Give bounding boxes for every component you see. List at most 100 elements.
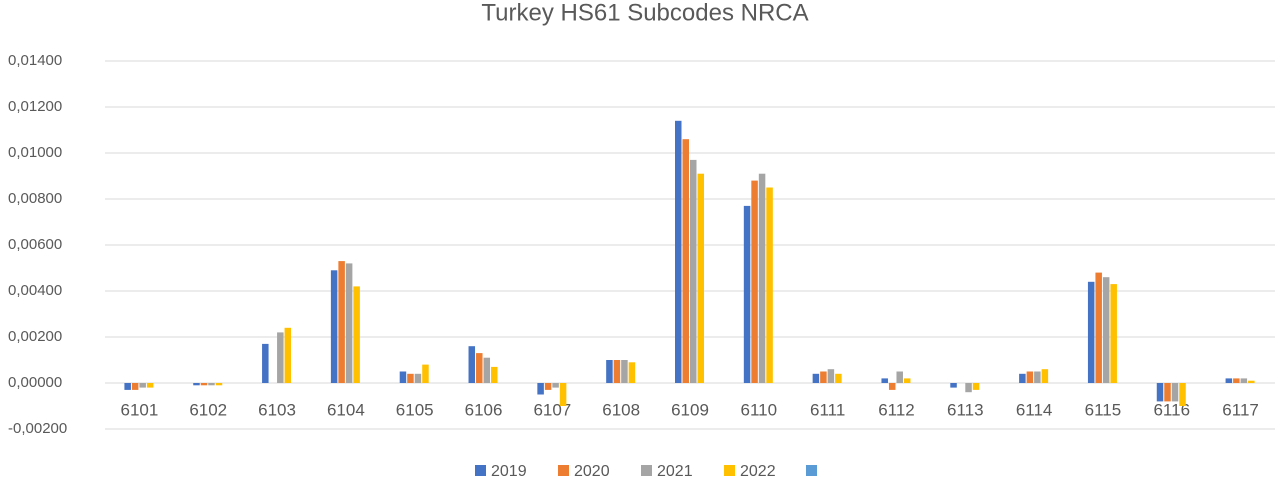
x-tick-label: 6106 <box>465 400 503 419</box>
bar <box>1034 371 1041 383</box>
bar <box>751 180 758 383</box>
bar <box>399 371 407 383</box>
bar <box>628 362 636 383</box>
bar <box>758 173 766 383</box>
bar <box>139 383 146 388</box>
bar <box>414 373 422 383</box>
bar <box>950 383 957 388</box>
bar <box>812 373 820 383</box>
bar <box>972 383 980 390</box>
bar <box>422 364 429 383</box>
bar <box>552 383 559 388</box>
y-tick-label: 0,00200 <box>8 328 62 345</box>
x-tick-label: 6110 <box>741 400 778 419</box>
legend-swatch <box>641 465 652 476</box>
bar <box>1164 383 1171 402</box>
y-tick-label: 0,01000 <box>8 144 62 161</box>
x-tick-label: 6109 <box>671 400 709 419</box>
bar <box>1087 281 1095 383</box>
bar <box>1019 373 1026 383</box>
bar <box>1233 378 1240 383</box>
bar <box>208 383 215 386</box>
x-tick-label: 6117 <box>1222 400 1259 419</box>
bar <box>353 286 360 383</box>
legend-label: 2019 <box>491 463 527 480</box>
bar <box>1225 378 1233 383</box>
bar <box>621 360 628 383</box>
bar <box>1095 272 1102 383</box>
legend-swatch <box>558 465 569 476</box>
bar <box>820 371 827 383</box>
bar <box>1248 380 1255 383</box>
legend-label: 2021 <box>657 463 693 480</box>
bar <box>407 373 414 383</box>
legend-swatch <box>724 465 735 476</box>
bar <box>682 139 689 383</box>
x-tick-label: 6112 <box>878 400 915 419</box>
bar <box>827 369 835 383</box>
bar <box>613 360 621 383</box>
legend-swatch <box>806 465 817 476</box>
bar <box>468 346 476 383</box>
bar <box>146 383 154 388</box>
y-tick-label: 0,00000 <box>8 374 62 391</box>
bar <box>200 383 208 386</box>
x-tick-label: 6113 <box>947 400 984 419</box>
bar <box>965 383 972 393</box>
y-tick-label: 0,01200 <box>8 98 62 115</box>
bar <box>277 332 284 383</box>
y-tick-label: 0,00400 <box>8 282 62 299</box>
x-tick-label: 6114 <box>1016 400 1053 419</box>
bar <box>743 205 751 383</box>
x-tick-label: 6108 <box>602 400 640 419</box>
bar <box>537 383 544 395</box>
y-tick-label: 0,00600 <box>8 236 62 253</box>
x-tick-label: 6105 <box>396 400 434 419</box>
bar <box>338 261 345 383</box>
bar <box>697 173 704 383</box>
legend-label: 2022 <box>740 463 776 480</box>
y-tick-label: 0,01400 <box>8 52 62 69</box>
y-tick-label: -0,00200 <box>8 420 67 437</box>
x-tick-label: 6101 <box>120 400 158 419</box>
legend-label: 2020 <box>574 463 610 480</box>
bar <box>1156 383 1164 402</box>
bar <box>606 360 613 383</box>
bar <box>559 383 567 406</box>
bar <box>330 270 338 383</box>
bar <box>888 383 896 390</box>
x-tick-label: 6111 <box>810 400 845 419</box>
x-tick-label: 6104 <box>327 400 365 419</box>
bar <box>544 383 552 390</box>
bar <box>896 371 903 383</box>
x-tick-label: 6102 <box>189 400 227 419</box>
x-tick-label: 6115 <box>1085 400 1122 419</box>
bar <box>1171 383 1179 402</box>
bar <box>1179 383 1186 406</box>
bar <box>835 373 842 383</box>
bar <box>1240 378 1248 383</box>
y-tick-label: 0,00800 <box>8 190 62 207</box>
bar <box>491 366 498 383</box>
bar <box>1026 371 1034 383</box>
bar <box>766 187 773 383</box>
bar <box>881 378 888 383</box>
bar <box>690 159 697 383</box>
bar <box>483 357 491 383</box>
bar <box>476 353 483 383</box>
bar <box>262 343 269 383</box>
bar <box>1041 369 1049 383</box>
bar <box>215 383 223 386</box>
bar <box>1102 277 1110 383</box>
bar <box>284 327 292 383</box>
chart-title: Turkey HS61 Subcodes NRCA <box>481 0 808 26</box>
legend-swatch <box>475 465 486 476</box>
bar <box>124 383 131 390</box>
bar <box>675 120 682 384</box>
bar <box>131 383 139 390</box>
x-tick-label: 6103 <box>258 400 296 419</box>
bar <box>193 383 200 386</box>
bar <box>345 263 353 383</box>
bar <box>1110 284 1117 383</box>
